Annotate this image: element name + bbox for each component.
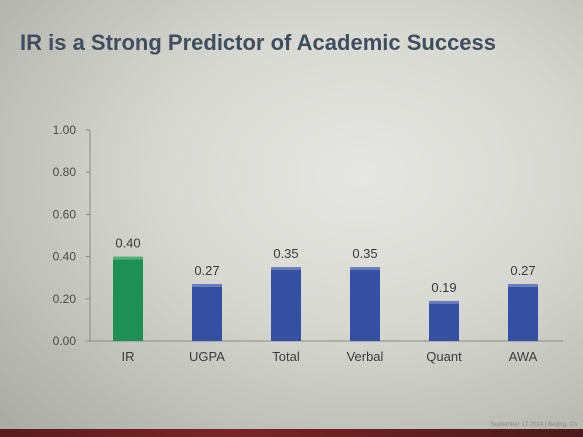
y-tick-label: 0.40 bbox=[53, 250, 77, 264]
bar bbox=[429, 300, 459, 341]
y-tick-label: 0.20 bbox=[53, 292, 77, 306]
y-tick-label: 0.80 bbox=[53, 165, 77, 179]
bar bbox=[271, 267, 301, 341]
chart-title: IR is a Strong Predictor of Academic Suc… bbox=[20, 30, 497, 55]
value-label: 0.19 bbox=[431, 280, 456, 295]
value-label: 0.40 bbox=[115, 236, 140, 251]
value-label: 0.35 bbox=[273, 246, 298, 261]
bar bbox=[508, 284, 538, 341]
bar bbox=[350, 267, 380, 341]
bar-highlight bbox=[271, 267, 301, 271]
y-tick-label: 1.00 bbox=[53, 123, 77, 137]
bar bbox=[192, 284, 222, 341]
footer-bar bbox=[0, 429, 583, 437]
category-label: Total bbox=[272, 349, 300, 364]
category-label: Quant bbox=[426, 349, 462, 364]
y-tick-label: 0.00 bbox=[53, 334, 77, 348]
bar-highlight bbox=[350, 267, 380, 271]
footer-text: September 17 2014 | Beijing, Ch bbox=[490, 422, 577, 428]
value-label: 0.27 bbox=[194, 263, 219, 278]
category-label: UGPA bbox=[189, 349, 225, 364]
category-label: AWA bbox=[509, 349, 538, 364]
value-label: 0.27 bbox=[510, 263, 535, 278]
bar bbox=[113, 256, 143, 341]
bar-highlight bbox=[113, 256, 143, 260]
category-label: Verbal bbox=[347, 349, 384, 364]
y-tick-label: 0.60 bbox=[53, 207, 77, 221]
bar-highlight bbox=[429, 300, 459, 304]
category-label: IR bbox=[122, 349, 135, 364]
bar-highlight bbox=[508, 284, 538, 288]
value-label: 0.35 bbox=[352, 246, 377, 261]
bar-highlight bbox=[192, 284, 222, 288]
